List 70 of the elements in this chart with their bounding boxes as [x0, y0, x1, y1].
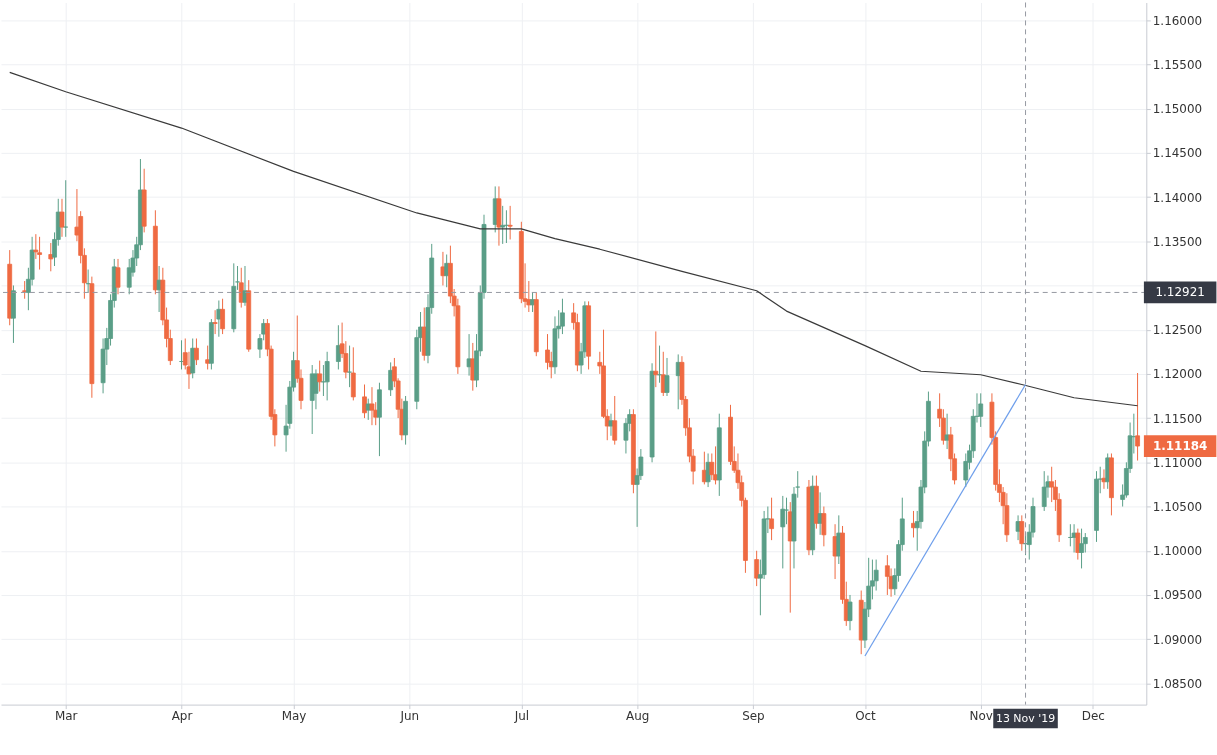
y-tick-label: 1.11000	[1152, 455, 1203, 470]
y-tick-label: 1.14500	[1152, 146, 1203, 161]
candlestick	[220, 298, 225, 335]
candlestick	[59, 198, 65, 238]
x-tick-label: Dec	[1081, 709, 1105, 724]
candlestick	[205, 345, 211, 370]
x-tick-label: Aug	[625, 709, 650, 724]
candlestick	[317, 360, 323, 393]
candlestick	[664, 357, 670, 397]
candlestick	[1071, 523, 1077, 554]
candlestick	[313, 368, 319, 410]
y-tick-label: 1.15500	[1152, 57, 1203, 72]
y-tick-label: 1.08500	[1152, 676, 1203, 691]
y-tick-label: 1.16000	[1152, 13, 1203, 28]
candlestick	[48, 242, 54, 272]
candlestick	[530, 292, 535, 313]
candlestick	[769, 497, 774, 541]
candlestick	[362, 384, 367, 419]
candlestick	[115, 258, 121, 295]
y-tick-label: 1.12500	[1152, 323, 1203, 338]
candlestick	[388, 361, 394, 397]
y-tick-label: 1.13500	[1152, 234, 1203, 249]
candlestick	[612, 395, 618, 446]
candlestick	[350, 346, 356, 401]
x-tick-label: Mar	[54, 709, 78, 724]
text: 1.11184	[1152, 439, 1208, 454]
y-tick-label: 1.10000	[1152, 544, 1203, 559]
candlestick	[713, 445, 718, 485]
y-tick-label: 1.10500	[1152, 500, 1203, 515]
candlestick	[37, 236, 42, 271]
candlestick	[560, 298, 565, 335]
ref-line-label: 13 Nov '19	[995, 711, 1056, 725]
candlestick	[1135, 372, 1140, 462]
candlestick	[944, 413, 950, 450]
candlestick	[1079, 528, 1084, 569]
y-tick-label: 1.12000	[1152, 367, 1203, 382]
x-tick-label: Oct	[855, 709, 877, 724]
x-tick-label: May	[281, 709, 307, 724]
x-tick-label: Jul	[513, 709, 530, 724]
candlestick	[369, 386, 375, 426]
candlestick	[63, 179, 69, 238]
candlestick	[347, 345, 352, 388]
y-tick-label: 1.11500	[1152, 411, 1203, 426]
candlestick	[194, 338, 199, 366]
candlestick	[500, 205, 506, 245]
y-tick-label: 1.15000	[1152, 102, 1203, 117]
candlestick	[1075, 528, 1081, 561]
y-tick-label: 1.09500	[1152, 588, 1203, 603]
ref-line-label: 1.12921	[1155, 285, 1205, 300]
candlestick	[324, 351, 330, 401]
candlestick	[507, 205, 513, 240]
x-tick-label: Apr	[171, 709, 193, 724]
x-tick-label: Jun	[399, 709, 420, 724]
candlestick	[212, 309, 218, 335]
line-series	[9, 71, 1139, 407]
candlestick	[978, 392, 984, 428]
candlestick	[821, 506, 827, 547]
candlestick	[705, 452, 711, 488]
candlestick	[754, 550, 760, 587]
candlestick	[608, 413, 614, 437]
candlestick	[1041, 470, 1047, 512]
x-tick-label: Nov	[969, 709, 993, 724]
x-tick-label: Sep	[742, 709, 765, 724]
candlestick	[847, 594, 853, 631]
y-tick-label: 1.14000	[1152, 190, 1203, 205]
candlestick	[780, 495, 786, 569]
candlestick	[784, 497, 789, 525]
y-tick-label: 1.09000	[1152, 632, 1203, 647]
candlestick	[1019, 514, 1025, 552]
candlestick	[884, 554, 890, 596]
